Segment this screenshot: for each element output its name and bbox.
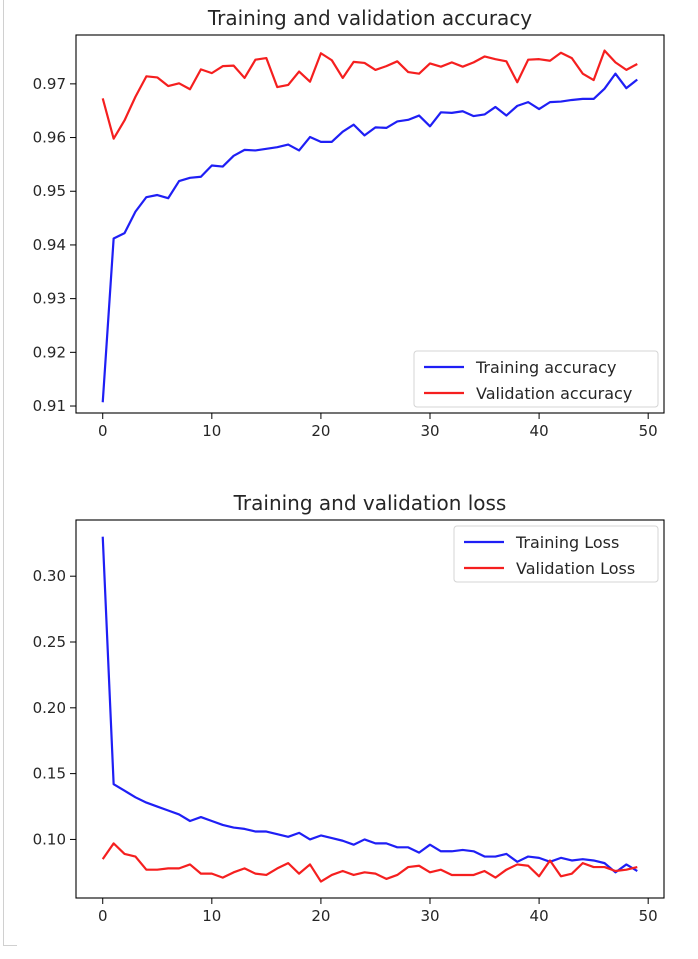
x-tick-label: 40 xyxy=(530,422,549,440)
y-tick-label: 0.25 xyxy=(33,633,66,651)
x-tick-label: 20 xyxy=(311,907,330,925)
y-tick-label: 0.96 xyxy=(33,129,66,147)
plot-frame xyxy=(75,519,665,899)
legend-label: Validation accuracy xyxy=(476,384,632,403)
y-tick-label: 0.15 xyxy=(33,765,66,783)
x-tick-label: 10 xyxy=(202,422,221,440)
series-line-validation-loss xyxy=(101,842,638,883)
chart-title: Training and validation loss xyxy=(233,491,507,515)
legend-label: Training accuracy xyxy=(475,358,616,377)
y-tick-label: 0.97 xyxy=(33,75,66,93)
x-tick-label: 40 xyxy=(530,907,549,925)
x-tick-label: 10 xyxy=(202,907,221,925)
legend-label: Validation Loss xyxy=(516,559,635,578)
y-tick-label: 0.10 xyxy=(33,830,66,848)
y-tick-label: 0.94 xyxy=(33,236,66,254)
x-tick-label: 50 xyxy=(639,907,658,925)
series-line-training-loss xyxy=(101,536,638,874)
legend-box xyxy=(453,525,659,583)
x-tick-label: 20 xyxy=(311,422,330,440)
series-line-training-accuracy xyxy=(101,72,638,403)
y-tick-label: 0.91 xyxy=(33,397,66,415)
legend-label: Training Loss xyxy=(515,533,619,552)
y-tick-label: 0.20 xyxy=(33,699,66,717)
legend-box xyxy=(413,350,659,408)
y-tick-label: 0.92 xyxy=(33,343,66,361)
x-tick-label: 0 xyxy=(98,422,108,440)
accuracy-chart: Training and validation accuracy 0 10 20 30 4… xyxy=(33,6,665,440)
chart-legend: Training Loss Validation Loss xyxy=(453,525,659,583)
y-tick-label: 0.95 xyxy=(33,182,66,200)
chart-title: Training and validation accuracy xyxy=(207,6,532,30)
plot-frame xyxy=(75,34,665,414)
x-tick-label: 30 xyxy=(420,907,439,925)
x-tick-label: 0 xyxy=(98,907,108,925)
output-left-border xyxy=(3,0,4,945)
chart-legend: Training accuracy Validation accuracy xyxy=(413,350,659,408)
y-tick-label: 0.93 xyxy=(33,290,66,308)
x-tick-label: 30 xyxy=(420,422,439,440)
series-line-validation-accuracy xyxy=(101,49,638,140)
loss-chart: Training and validation loss 0 10 20 30 40 50 0… xyxy=(33,491,665,925)
output-bottom-border xyxy=(3,945,17,946)
y-tick-label: 0.30 xyxy=(33,567,66,585)
x-tick-label: 50 xyxy=(639,422,658,440)
